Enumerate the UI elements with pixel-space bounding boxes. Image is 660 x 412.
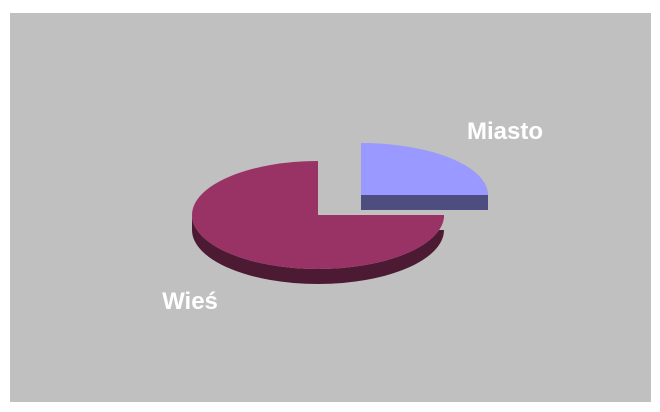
slice-side-miasto: [361, 143, 488, 210]
slice-wieś: [192, 161, 444, 269]
slice-label-wieś: Wieś: [162, 288, 218, 315]
plot-area: [10, 13, 651, 402]
slice-label-miasto: Miasto: [467, 118, 543, 145]
slice-miasto: [361, 143, 488, 195]
